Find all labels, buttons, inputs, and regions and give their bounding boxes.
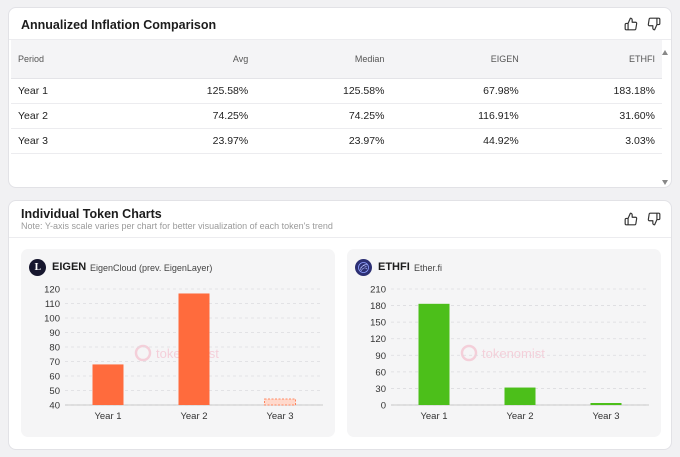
eigen-logo-icon: L [29,259,46,276]
cell-ethfi: 183.18% [525,78,662,104]
ethfi-y-tick-label: 0 [381,401,386,412]
token-charts-card: Individual Token Charts Note: Y-axis sca… [8,200,672,450]
column-header-median[interactable]: Median [255,40,392,79]
ethfi-watermark-text: tokenomist [482,346,545,361]
token-charts-title: Individual Token Charts [21,207,162,221]
table-row: Year 3 23.97% 23.97% 44.92% 3.03% [11,128,662,154]
cell-median: 74.25% [255,103,392,129]
cell-eigen: 116.91% [391,103,526,129]
cell-median: 125.58% [255,78,392,104]
ethfi-y-tick-label: 30 [375,384,386,395]
ethfi-watermark: tokenomist [460,344,545,362]
eigen-y-tick-label: 70 [49,357,60,368]
eigen-y-tick-label: 100 [44,314,60,325]
column-header-period[interactable]: Period [11,40,120,79]
cell-period: Year 1 [11,78,120,104]
ethfi-bar[interactable] [590,403,622,405]
ethfi-chart-panel: ETHFI Ether.fi tokenomist 0 30 60 90 120 150 18… [347,249,661,437]
cell-median: 23.97% [255,128,392,154]
column-header-ethfi[interactable]: ETHFI [525,40,662,79]
inflation-comparison-card: Annualized Inflation Comparison Period A… [8,7,672,188]
token-charts-note: Note: Y-axis scale varies per chart for … [21,221,333,231]
scroll-up-arrow[interactable] [662,50,668,55]
thumbs-down-icon[interactable] [647,17,661,31]
ethfi-y-tick-label: 150 [370,318,386,329]
eigen-token-symbol: EIGEN [52,261,87,273]
ethfi-bar[interactable] [504,387,536,405]
ethfi-x-tick-label: Year 1 [420,411,447,422]
cell-ethfi: 3.03% [525,128,662,154]
ethfi-bar-chart: tokenomist 0 30 60 90 120 150 180 210 Year 1 Year … [370,285,649,422]
eigen-y-tick-label: 50 [49,386,60,397]
ethfi-logo-icon [355,259,372,276]
column-header-avg[interactable]: Avg [119,40,256,79]
table-row: Year 2 74.25% 74.25% 116.91% 31.60% [11,103,662,129]
eigen-y-tick-label: 120 [44,285,60,296]
eigen-y-tick-label: 60 [49,372,60,383]
cell-period: Year 2 [11,103,120,129]
eigen-project-name: EigenCloud (prev. EigenLayer) [90,263,213,273]
ethfi-token-symbol: ETHFI [378,261,410,273]
cell-avg: 74.25% [119,103,256,129]
ethfi-bar[interactable] [418,303,450,405]
inflation-card-title: Annualized Inflation Comparison [21,18,217,32]
ethfi-project-name: Ether.fi [414,263,443,273]
feedback-buttons [624,17,661,31]
eigen-y-tick-label: 90 [49,328,60,339]
thumbs-up-icon[interactable] [624,17,638,31]
ethfi-y-tick-label: 60 [375,367,386,378]
cell-ethfi: 31.60% [525,103,662,129]
card-header-divider [9,237,671,238]
ethfi-y-tick-label: 90 [375,351,386,362]
table-row: Year 1 125.58% 125.58% 67.98% 183.18% [11,78,662,104]
thumbs-up-icon[interactable] [624,212,638,226]
card-header-divider [9,39,671,40]
eigen-bar[interactable] [264,398,296,406]
ethfi-y-tick-label: 180 [370,301,386,312]
feedback-buttons [624,212,661,226]
cell-avg: 125.58% [119,78,256,104]
eigen-x-tick-label: Year 1 [94,411,121,422]
cell-eigen: 44.92% [391,128,526,154]
inflation-table: Period Avg Median EIGEN ETHFI Year 1 125… [11,40,662,154]
cell-eigen: 67.98% [391,78,526,104]
eigen-x-tick-label: Year 3 [266,411,293,422]
eigen-y-tick-label: 40 [49,401,60,412]
ethfi-x-tick-label: Year 2 [506,411,533,422]
column-header-eigen[interactable]: EIGEN [391,40,526,79]
eigen-x-tick-label: Year 2 [180,411,207,422]
eigen-bar-chart: tokenomist405060708090100110120Year 1Yea… [44,285,323,422]
ethfi-x-tick-label: Year 3 [592,411,619,422]
ethfi-y-tick-label: 120 [370,334,386,345]
eigen-bar[interactable] [178,293,210,405]
eigen-y-tick-label: 110 [45,299,60,310]
cell-avg: 23.97% [119,128,256,154]
eigen-chart-panel: L EIGEN EigenCloud (prev. EigenLayer) to… [21,249,335,437]
cell-period: Year 3 [11,128,120,154]
ethfi-y-tick-label: 210 [370,285,386,296]
thumbs-down-icon[interactable] [647,212,661,226]
eigen-y-tick-label: 80 [49,343,60,354]
eigen-bar[interactable] [92,364,124,405]
scroll-down-arrow[interactable] [662,180,668,185]
table-header-row: Period Avg Median EIGEN ETHFI [11,40,662,79]
